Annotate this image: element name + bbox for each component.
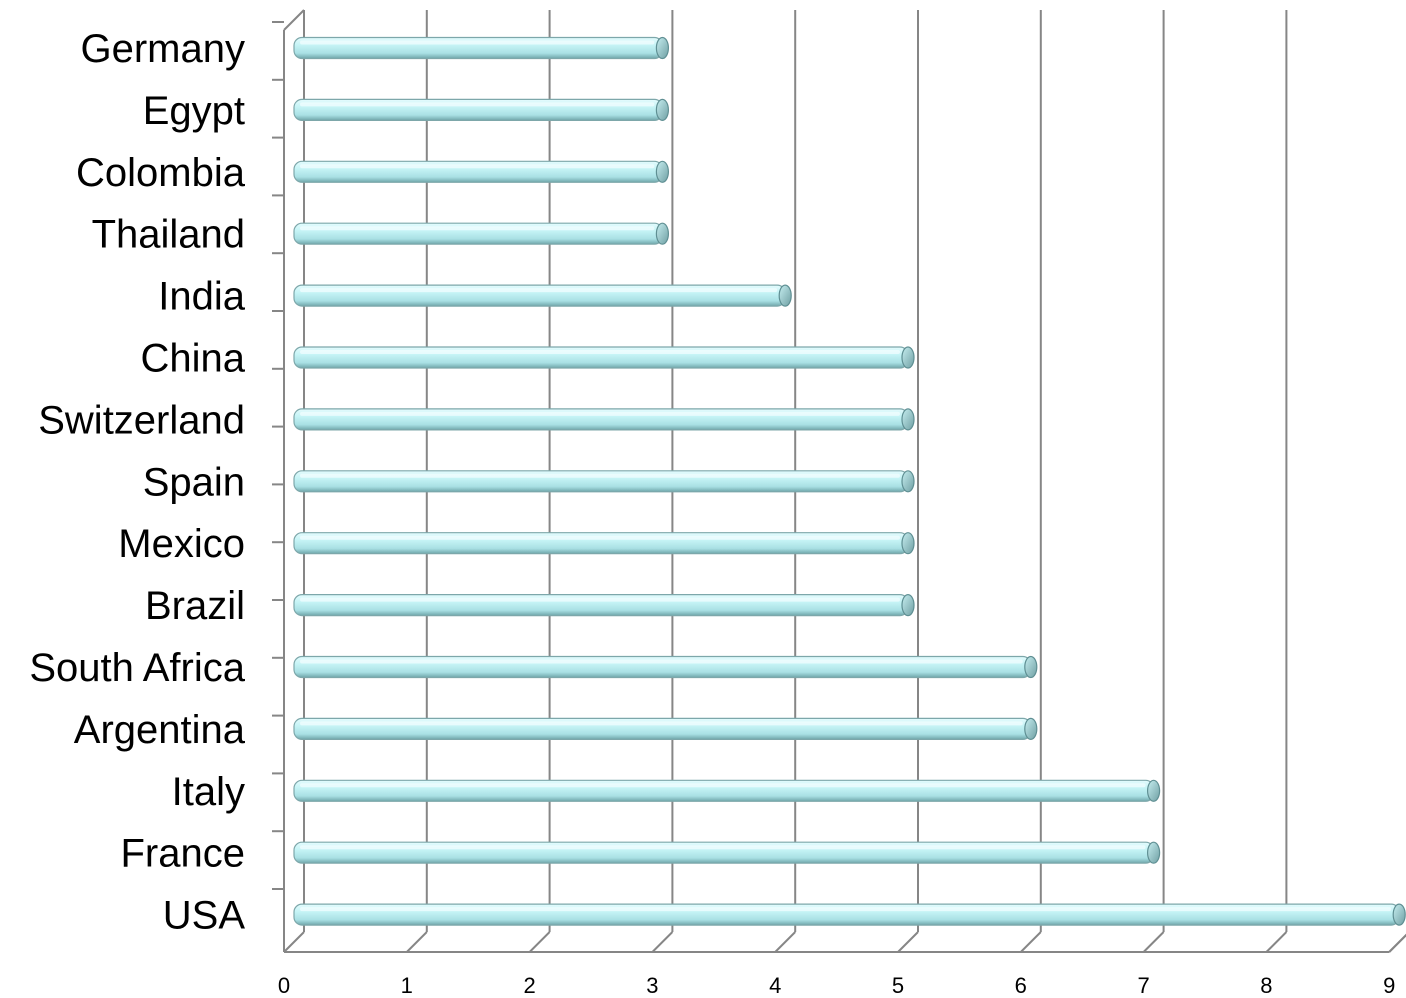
bar-highlight [300, 845, 1146, 850]
bar [293, 36, 670, 60]
bar-highlight [300, 40, 655, 45]
floor-gridline [406, 931, 428, 953]
bar-cap [901, 408, 915, 431]
bar-cap [655, 222, 670, 245]
x-tick-label: 9 [1383, 973, 1395, 998]
x-tick-label: 8 [1260, 973, 1272, 998]
bar [293, 532, 915, 555]
bar [293, 593, 915, 617]
x-tick-label: 3 [646, 973, 658, 998]
bar-highlight [300, 721, 1023, 726]
floor-gridline [283, 931, 305, 953]
category-label: Brazil [145, 584, 245, 628]
category-labels: USA France Italy Argentina South Africa Brazi… [29, 27, 245, 938]
bar [293, 717, 1038, 741]
bar [293, 841, 1161, 864]
floor-gridline [897, 931, 919, 953]
category-label: Thailand [92, 213, 245, 257]
bar-highlight [300, 659, 1023, 664]
floor-gridline [1265, 931, 1288, 953]
x-tick-labels: 0 1 2 3 4 5 6 7 8 9 [278, 973, 1395, 998]
x-tick-label: 6 [1015, 973, 1027, 998]
bar-highlight [300, 164, 655, 169]
bar-cap [901, 346, 915, 369]
bar-cap [1392, 903, 1406, 926]
floor-gridline [528, 931, 551, 953]
category-label: India [158, 275, 245, 319]
bar-cap [1024, 655, 1038, 679]
category-label: Colombia [76, 151, 246, 195]
category-label: USA [163, 894, 246, 938]
x-tick-label: 5 [892, 973, 904, 998]
bar-highlight [300, 473, 900, 478]
bar-highlight [300, 411, 900, 416]
bar-highlight [300, 226, 655, 231]
bar [293, 408, 915, 431]
category-label: Germany [81, 27, 246, 71]
bar-highlight [300, 907, 1392, 912]
bar-cap [655, 36, 670, 60]
category-label: Mexico [118, 522, 245, 566]
bar-cap [655, 98, 670, 122]
x-tick-label: 0 [278, 973, 290, 998]
bar [293, 346, 915, 369]
bar [293, 160, 670, 183]
wall-top-edge [283, 9, 305, 31]
bar [293, 779, 1161, 802]
bar [293, 222, 670, 245]
bar [293, 903, 1406, 926]
x-tick-label: 7 [1137, 973, 1149, 998]
x-tick-label: 4 [769, 973, 781, 998]
bar-cap [778, 284, 792, 307]
bar [293, 470, 915, 493]
bar-cap [655, 160, 670, 183]
category-label: Egypt [143, 89, 245, 133]
bar-highlight [300, 783, 1146, 788]
floor-gridline [1142, 931, 1165, 953]
category-label: China [140, 337, 245, 381]
bar-cap [901, 532, 915, 555]
bar [293, 284, 792, 307]
x-tick-label: 2 [523, 973, 535, 998]
bar-highlight [300, 535, 900, 540]
bar-cap [1024, 717, 1038, 741]
bar-cap [901, 470, 915, 493]
bar-cap [1146, 779, 1161, 802]
bar-highlight [300, 288, 778, 293]
bar-highlight [300, 350, 900, 354]
floor-gridline [1020, 931, 1042, 953]
bar-cap [1146, 841, 1161, 864]
bars [293, 36, 1406, 926]
bar [293, 98, 670, 122]
category-label: France [121, 832, 246, 876]
floor-gridline [651, 931, 674, 953]
x-tick-label: 1 [401, 973, 413, 998]
category-label: Italy [172, 770, 245, 814]
bar-cap [901, 593, 915, 617]
floor-right-edge [1388, 933, 1406, 953]
category-label: Argentina [74, 708, 246, 752]
category-label: Spain [143, 460, 245, 504]
bar-highlight [300, 102, 655, 107]
floor-gridline [774, 931, 796, 953]
bar [293, 655, 1038, 679]
category-label: Switzerland [38, 398, 245, 442]
bar-highlight [300, 597, 900, 602]
category-label: South Africa [29, 646, 245, 690]
